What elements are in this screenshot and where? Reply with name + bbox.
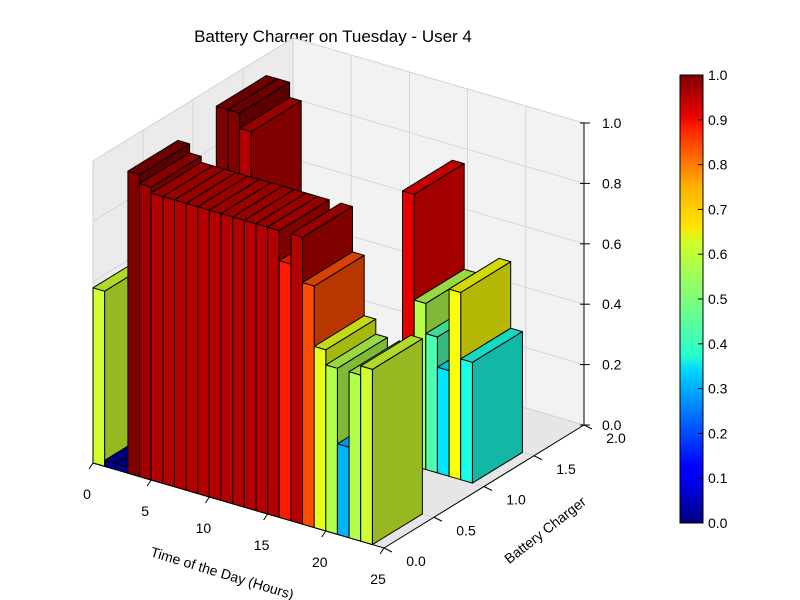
x-tick-label: 25 — [370, 571, 386, 587]
z-tick-label: 0.0 — [602, 417, 622, 433]
x-tick — [321, 530, 327, 538]
bar-top-face — [448, 257, 512, 293]
bar-front-face — [255, 223, 269, 515]
x-tick-label: 15 — [254, 537, 270, 553]
bar-front-face — [127, 170, 141, 478]
y-tick — [583, 424, 593, 430]
y-tick — [383, 547, 393, 553]
bar-top-face — [227, 78, 291, 114]
bar-front-face — [220, 213, 234, 505]
bar-top-face — [402, 159, 465, 195]
bar-front-face — [232, 216, 245, 508]
bar-front-face — [448, 288, 462, 481]
bar-front-face — [174, 199, 187, 491]
z-tick-label: 0.2 — [602, 357, 622, 373]
y-tick — [433, 516, 443, 522]
colorbar: 0.0 0.1 0.2 0.3 0.4 0.5 0.6 0.7 0.8 0.9 1.0 — [679, 67, 728, 531]
bar-top-face — [325, 333, 388, 369]
x-tick — [263, 513, 269, 521]
z-tick-label: 1.0 — [602, 115, 622, 131]
colorbar-tick-label: 0.2 — [708, 425, 728, 441]
bar-front-face — [267, 226, 280, 518]
bar-top-face — [139, 152, 202, 188]
bar-front-face — [197, 206, 210, 498]
grid-line-z — [92, 37, 585, 162]
bar-top-face — [360, 334, 423, 370]
bar-front-face — [162, 196, 175, 488]
axes-group: 05101520250.00.51.01.52.00.00.20.40.60.8… — [83, 115, 626, 587]
bar-top-face — [239, 97, 302, 133]
y-tick-label: 0.5 — [456, 522, 476, 538]
bar-front-face — [92, 287, 106, 467]
colorbar-tick-label: 0.5 — [708, 291, 728, 307]
colorbar-tick-label: 0.1 — [708, 470, 728, 486]
colorbar-tick-label: 0.8 — [708, 157, 728, 173]
bar-front-face — [185, 202, 199, 495]
bar-front-face — [243, 219, 257, 512]
bar-side-face — [371, 338, 423, 546]
x-tick-label: 20 — [312, 554, 328, 570]
bar-front-face — [436, 366, 450, 477]
y-tick-label: 1.0 — [506, 492, 526, 508]
bar-top-face — [267, 195, 330, 231]
bar-front-face — [150, 192, 164, 484]
y-tick-label: 2.0 — [606, 430, 626, 446]
bar-front-face — [336, 443, 350, 539]
bar-front-face — [425, 333, 438, 474]
bar-top-face — [290, 202, 353, 238]
colorbar-tick-label: 0.9 — [708, 112, 728, 128]
x-tick — [379, 547, 385, 555]
bar-front-face — [302, 282, 315, 529]
bar-front-face — [278, 260, 292, 522]
colorbar-tick-label: 0.4 — [708, 336, 728, 352]
bar-front-face — [139, 183, 152, 481]
bar-front-face — [208, 209, 222, 501]
colorbar-tick-label: 0.6 — [708, 246, 728, 262]
bar-top-face — [302, 251, 365, 287]
bar — [360, 334, 423, 546]
x-tick-label: 0 — [83, 486, 91, 502]
x-tick-label: 5 — [141, 503, 149, 519]
bar-top-face — [127, 139, 191, 176]
x-tick-label: 10 — [196, 520, 212, 536]
bar-front-face — [313, 345, 327, 532]
bar-front-face — [290, 233, 303, 525]
y-tick — [533, 455, 543, 461]
colorbar-tick-label: 0.7 — [708, 201, 728, 217]
bar — [460, 327, 523, 484]
bar-front-face — [325, 364, 338, 535]
chart-title: Battery Charger on Tuesday - User 4 — [194, 27, 472, 46]
bar-front-face — [360, 365, 373, 546]
x-tick — [88, 462, 94, 470]
z-tick-label: 0.6 — [602, 236, 622, 252]
bar-front-face — [348, 371, 362, 542]
z-tick-label: 0.4 — [602, 296, 622, 312]
x-axis-line — [92, 462, 385, 549]
colorbar-tick-label: 0.0 — [708, 515, 728, 531]
y-tick-label: 1.5 — [556, 461, 576, 477]
colorbar-tick-label: 1.0 — [708, 67, 728, 83]
bars-group — [92, 75, 523, 546]
x-tick — [146, 479, 152, 487]
y-tick — [483, 486, 493, 491]
x-axis-label: Time of the Day (Hours) — [149, 544, 296, 600]
x-tick — [204, 496, 210, 504]
colorbar-tick-label: 0.3 — [708, 381, 728, 397]
bar-top-face — [460, 327, 523, 363]
z-tick-label: 0.8 — [602, 175, 622, 191]
y-tick-label: 0.0 — [406, 553, 426, 569]
bar-front-face — [460, 358, 473, 484]
bar-top-face — [313, 315, 377, 351]
